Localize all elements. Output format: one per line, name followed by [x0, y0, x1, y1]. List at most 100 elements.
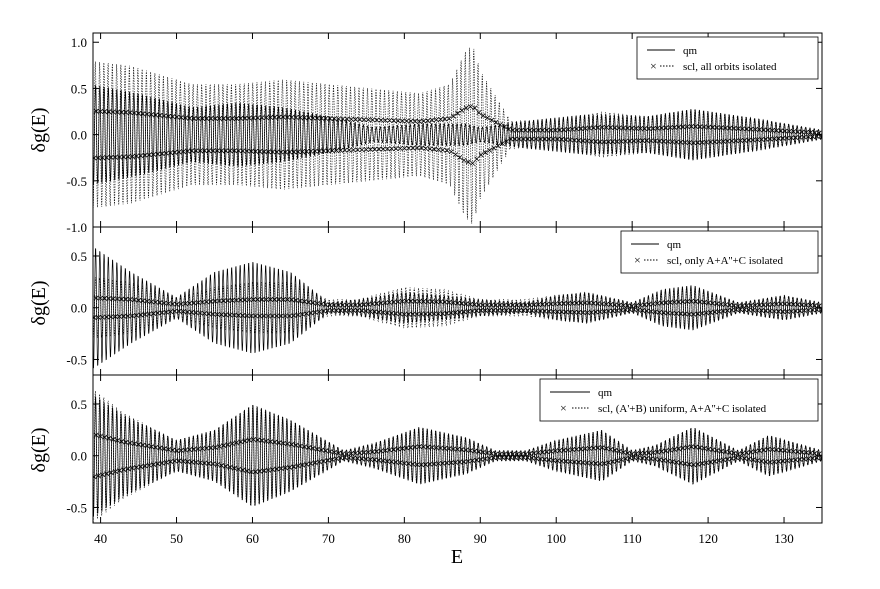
data-point-marker [778, 447, 784, 453]
data-point-marker [265, 149, 271, 155]
data-point-marker [104, 471, 110, 477]
data-point-marker [159, 151, 165, 157]
data-point-marker [725, 456, 731, 462]
data-point-marker [291, 464, 297, 470]
data-point-marker [533, 308, 539, 314]
data-point-marker [497, 122, 503, 128]
data-point-marker [578, 126, 584, 132]
y-axis-label: δg(E) [28, 281, 50, 326]
data-point-marker [737, 455, 743, 461]
data-point-marker [697, 445, 703, 451]
data-point-marker [801, 307, 807, 313]
data-point-marker [402, 145, 407, 151]
data-point-marker [214, 311, 220, 317]
data-point-marker [782, 128, 788, 134]
data-point-marker [440, 311, 446, 317]
data-point-marker [803, 302, 809, 308]
data-point-marker [706, 446, 712, 452]
data-point-marker [472, 448, 478, 454]
data-point-marker [495, 454, 501, 460]
data-point-marker [461, 309, 467, 315]
data-point-marker [695, 461, 701, 467]
data-point-marker [310, 445, 316, 451]
data-point-marker [616, 302, 622, 308]
data-point-marker [576, 137, 582, 143]
legend-label-scl: scl, all orbits isolated [683, 61, 777, 73]
data-point-marker [546, 136, 552, 142]
data-point-marker [497, 451, 503, 457]
data-point-marker [408, 298, 414, 304]
data-point-marker [555, 136, 561, 142]
data-point-marker [740, 303, 746, 309]
data-point-marker [191, 446, 197, 452]
data-point-marker [693, 124, 699, 130]
data-point-marker [729, 138, 735, 144]
data-point-marker [487, 147, 493, 153]
data-point-marker [376, 457, 382, 463]
legend: qm × scl, only A+A''+C isolated [620, 230, 819, 274]
data-point-marker [727, 450, 733, 456]
data-point-marker [402, 311, 407, 317]
data-point-marker [319, 115, 325, 121]
data-point-marker [423, 311, 429, 317]
data-point-marker [438, 445, 444, 451]
data-point-marker [555, 458, 561, 464]
data-point-marker [793, 308, 799, 314]
data-point-marker [357, 450, 363, 456]
data-point-marker [427, 146, 433, 152]
data-point-marker [102, 109, 108, 115]
data-point-marker [374, 117, 380, 123]
data-point-marker [727, 125, 733, 131]
data-point-marker [197, 310, 203, 316]
data-point-marker [542, 308, 548, 314]
data-point-marker [574, 446, 580, 452]
data-point-marker [574, 300, 580, 306]
data-point-marker [429, 299, 435, 305]
data-point-marker [285, 441, 291, 447]
data-point-marker [672, 446, 678, 452]
data-point-marker [748, 302, 754, 308]
data-point-marker [367, 146, 373, 152]
y-tick-label: -0.5 [66, 174, 87, 189]
data-point-marker [208, 445, 214, 451]
data-point-marker [153, 444, 159, 450]
data-point-marker [302, 299, 308, 305]
data-point-marker [703, 310, 709, 316]
data-point-marker [589, 138, 595, 144]
data-point-marker [240, 313, 246, 319]
data-point-marker [544, 127, 550, 133]
data-point-marker [806, 456, 811, 462]
data-point-marker [623, 138, 629, 144]
data-point-marker [148, 444, 154, 450]
data-point-marker [529, 308, 535, 314]
data-point-marker [385, 146, 390, 152]
data-point-marker [525, 136, 531, 142]
data-point-marker [278, 313, 284, 319]
data-point-marker [195, 115, 201, 121]
data-point-marker [459, 107, 465, 113]
data-point-marker [618, 457, 624, 463]
data-point-marker [618, 307, 624, 313]
data-point-marker [712, 139, 718, 145]
data-point-marker [725, 308, 731, 314]
data-point-marker [210, 461, 216, 467]
data-point-marker [427, 461, 433, 467]
data-point-marker [616, 125, 622, 131]
data-point-marker [331, 449, 337, 455]
data-point-marker [750, 457, 756, 463]
data-point-marker [533, 136, 539, 142]
data-point-marker [433, 299, 439, 305]
data-point-marker [231, 312, 237, 318]
data-point-marker [110, 296, 116, 302]
legend-marker-x: × [634, 253, 641, 267]
data-point-marker [595, 301, 601, 307]
data-point-marker [438, 116, 444, 122]
data-point-marker [302, 115, 308, 121]
data-point-marker [346, 307, 352, 313]
data-point-marker [293, 442, 299, 448]
data-point-marker [168, 459, 174, 465]
data-point-marker [595, 125, 601, 131]
data-point-marker [765, 446, 771, 452]
data-point-marker [501, 124, 507, 130]
data-point-marker [408, 445, 414, 451]
